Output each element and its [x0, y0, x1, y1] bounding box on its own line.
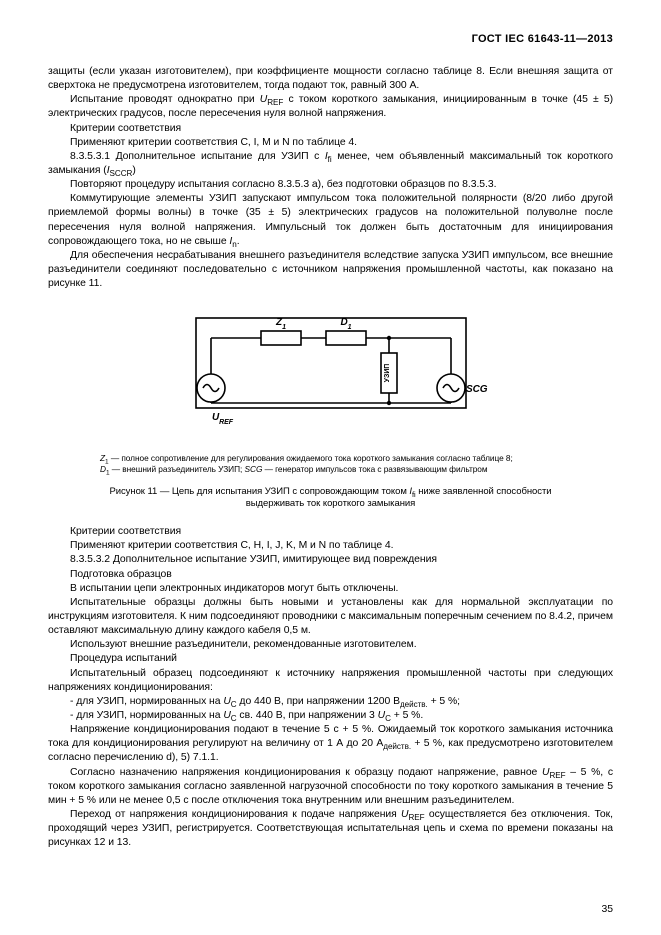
- svg-text:УЗИП: УЗИП: [384, 364, 391, 383]
- sub: REF: [409, 813, 425, 822]
- text: Рисунок 11 — Цепь для испытания УЗИП с с…: [109, 486, 409, 497]
- para: Испытательный образец подсоединяют к ист…: [48, 667, 613, 695]
- para: Применяют критерии соответствия C, I, M …: [48, 136, 613, 150]
- para: - для УЗИП, нормированных на UC св. 440 …: [48, 709, 613, 723]
- sub: REF: [549, 771, 565, 780]
- para: 8.3.5.3.2 Дополнительное испытание УЗИП,…: [48, 553, 613, 567]
- text: — внешний разъединитель УЗИП;: [110, 464, 245, 474]
- svg-text:SCG: SCG: [466, 384, 488, 395]
- para: Критерии соответствия: [48, 525, 613, 539]
- text: св. 440 В, при напряжении 3: [237, 710, 378, 721]
- para: В испытании цепи электронных индикаторов…: [48, 582, 613, 596]
- standard-code: ГОСТ IEC 61643-11—2013: [48, 32, 613, 47]
- para: Коммутирующие элементы УЗИП запускают им…: [48, 192, 613, 249]
- text: - для УЗИП, нормированных на: [70, 696, 223, 707]
- para: Применяют критерии соответствия C, H, I,…: [48, 539, 613, 553]
- text: 8.3.5.3.1 Дополнительное испытание для У…: [70, 151, 325, 162]
- text: ): [132, 165, 135, 176]
- text: + 5 %.: [391, 710, 423, 721]
- body-block-1: защиты (если указан изготовителем), при …: [48, 65, 613, 291]
- figure-note: Z1 — полное сопротивление для регулирова…: [100, 453, 583, 475]
- para: Испытательные образцы должны быть новыми…: [48, 596, 613, 638]
- para: защиты (если указан изготовителем), при …: [48, 65, 613, 93]
- svg-text:UREF: UREF: [212, 412, 234, 426]
- para: Используют внешние разъединители, рекоме…: [48, 638, 613, 652]
- text: - для УЗИП, нормированных на: [70, 710, 223, 721]
- note-line: Z1 — полное сопротивление для регулирова…: [100, 453, 583, 464]
- page: ГОСТ IEC 61643-11—2013 защиты (если указ…: [0, 0, 661, 935]
- para: Испытание проводят однократно при UREF с…: [48, 93, 613, 121]
- para: Критерии соответствия: [48, 122, 613, 136]
- text: защиты (если указан изготовителем), при …: [48, 66, 613, 91]
- figure-11: UREF Z1 D1 УЗИП SCG: [166, 303, 496, 443]
- para: Напряжение кондиционирования подают в те…: [48, 723, 613, 765]
- figure-caption: Рисунок 11 — Цепь для испытания УЗИП с с…: [48, 486, 613, 512]
- text: + 5 %;: [428, 696, 460, 707]
- sub: действ.: [383, 742, 411, 751]
- text: выдерживать ток короткого замыкания: [246, 498, 416, 509]
- para: - для УЗИП, нормированных на UC до 440 В…: [48, 695, 613, 709]
- text: Коммутирующие элементы УЗИП запускают им…: [48, 193, 613, 246]
- text: до 440 В, при напряжении 1200 В: [237, 696, 400, 707]
- body-block-2: Критерии соответствия Применяют критерии…: [48, 525, 613, 850]
- page-number: 35: [602, 903, 613, 917]
- text: Испытание проводят однократно при: [70, 94, 260, 105]
- sub: SCCR: [110, 169, 133, 178]
- text: Согласно назначению напряжения кондицион…: [70, 767, 542, 778]
- svg-text:Z1: Z1: [275, 317, 286, 331]
- svg-text:D1: D1: [340, 317, 351, 331]
- para: Процедура испытаний: [48, 652, 613, 666]
- para: Для обеспечения несрабатывания внешнего …: [48, 249, 613, 291]
- text: .: [237, 236, 240, 247]
- sub: REF: [267, 98, 283, 107]
- text: — генератор импульсов тока с развязывающ…: [262, 464, 487, 474]
- para: Подготовка образцов: [48, 568, 613, 582]
- para: 8.3.5.3.1 Дополнительное испытание для У…: [48, 150, 613, 178]
- para: Согласно назначению напряжения кондицион…: [48, 766, 613, 808]
- sub: действ.: [400, 700, 428, 709]
- circuit-diagram: UREF Z1 D1 УЗИП SCG: [166, 303, 496, 443]
- text: Переход от напряжения кондиционирования …: [70, 809, 401, 820]
- para: Переход от напряжения кондиционирования …: [48, 808, 613, 850]
- para: Повторяют процедуру испытания согласно 8…: [48, 178, 613, 192]
- text: ниже заявленной способности: [416, 486, 552, 497]
- text: — полное сопротивление для регулирования…: [109, 453, 513, 463]
- note-line: D1 — внешний разъединитель УЗИП; SCG — г…: [100, 464, 583, 475]
